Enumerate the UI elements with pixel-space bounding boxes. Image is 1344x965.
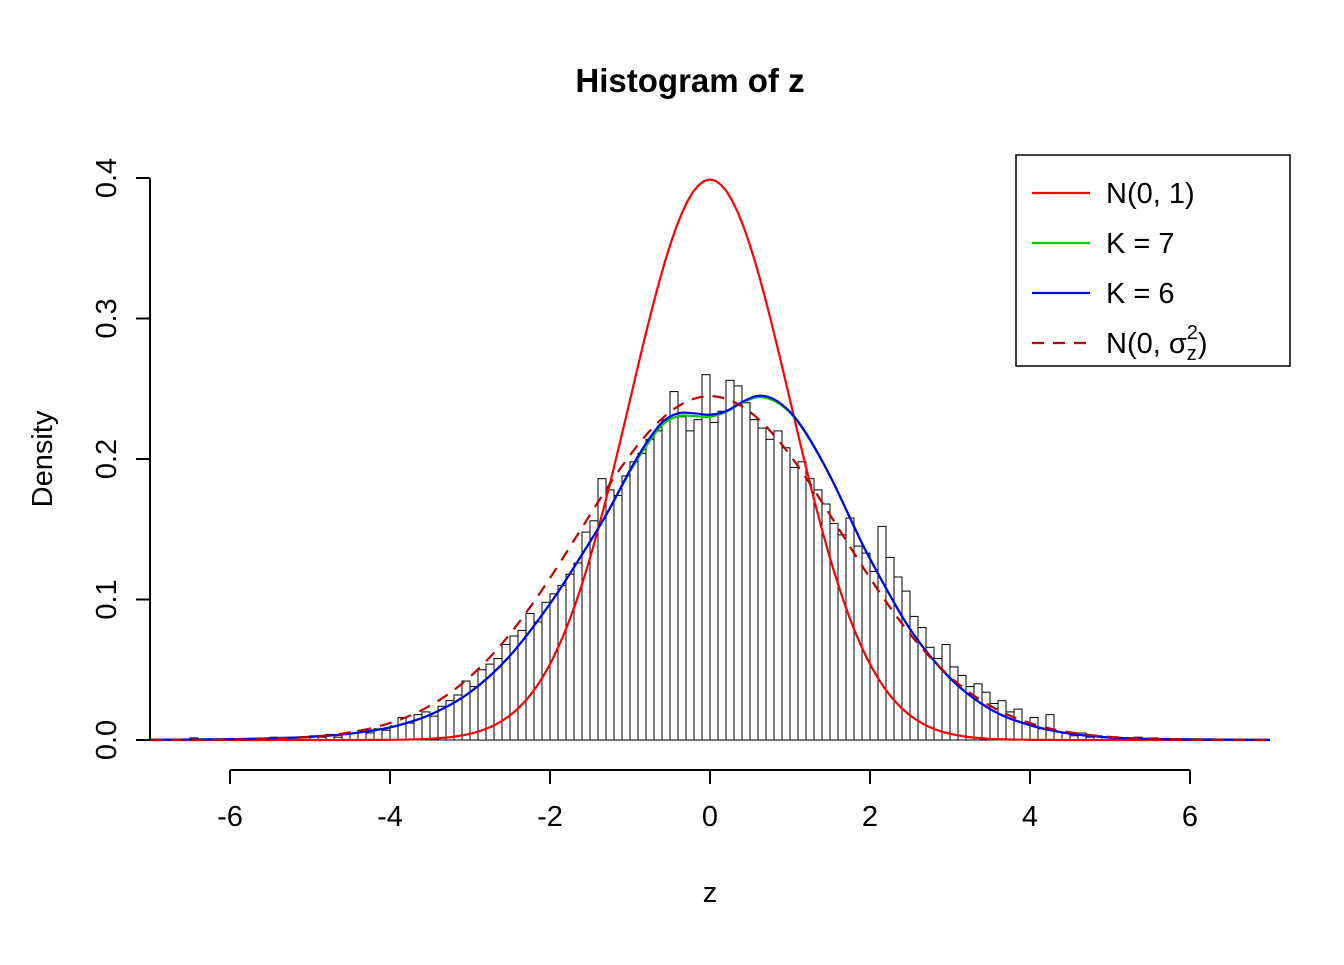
x-tick-label: 4 <box>1022 801 1038 833</box>
histogram-bar <box>381 729 391 741</box>
histogram-bar <box>621 475 631 741</box>
histogram-bar <box>701 374 711 741</box>
histogram-bar <box>717 410 727 741</box>
legend-box <box>1015 154 1291 367</box>
histogram-bar <box>773 430 783 741</box>
histogram-bar <box>685 430 695 741</box>
y-tick-label: 0.1 <box>91 579 123 619</box>
x-tick-label: -4 <box>377 801 403 833</box>
plot-canvas <box>149 178 1271 742</box>
y-tick-label: 0.3 <box>91 298 123 338</box>
histogram-bar <box>893 576 903 741</box>
histogram-bar <box>981 691 991 741</box>
histogram-bar <box>645 438 655 741</box>
histogram-bar <box>669 391 679 741</box>
histogram-bar <box>1037 728 1047 741</box>
histogram-bar <box>997 700 1007 741</box>
x-tick-label: 0 <box>702 801 718 833</box>
histogram-bar <box>733 385 743 741</box>
legend-label-k7: K = 7 <box>1106 228 1175 260</box>
histogram-bar <box>693 419 703 741</box>
histogram-bar <box>397 717 407 741</box>
histogram-bar <box>461 680 471 741</box>
histogram-bar <box>933 658 943 741</box>
histogram-bar <box>661 419 671 741</box>
histogram-bar <box>405 722 415 741</box>
histogram-bar <box>765 438 775 741</box>
histogram-bar <box>653 430 663 741</box>
histogram-bar <box>789 466 799 741</box>
histogram-bar <box>973 683 983 741</box>
y-tick-label: 0.4 <box>91 158 123 198</box>
histogram-bar <box>861 552 871 741</box>
histogram-bar <box>869 570 879 741</box>
histogram-bar <box>725 379 735 741</box>
legend-label-n01: N(0, 1) <box>1106 178 1195 210</box>
histogram-bar <box>677 416 687 741</box>
histogram-bar <box>605 489 615 741</box>
legend-label-n0sigma-post: ) <box>1198 328 1208 360</box>
histogram-bar <box>565 573 575 741</box>
histogram-bar <box>741 402 751 741</box>
legend-label-k6: K = 6 <box>1106 278 1175 310</box>
histogram-bar <box>749 419 759 741</box>
x-tick-label: -6 <box>217 801 243 833</box>
histogram-bar <box>1013 708 1023 741</box>
histogram-bar <box>901 590 911 741</box>
histogram-bar <box>797 461 807 741</box>
histogram-bar <box>557 585 567 741</box>
density-curve <box>150 178 1270 742</box>
histogram-bar <box>637 452 647 741</box>
density-curve <box>149 394 1271 741</box>
histogram-bar <box>821 503 831 741</box>
histogram-bar <box>781 447 791 741</box>
histogram-bar <box>805 478 815 741</box>
histogram-bar <box>613 495 623 741</box>
y-tick-label: 0.0 <box>91 720 123 760</box>
legend-label-n0sigma-sub: z <box>1187 343 1197 365</box>
histogram-bar <box>549 593 559 741</box>
histogram-bar <box>709 422 719 741</box>
histogram-bar <box>429 715 439 741</box>
legend-label-n0sigma-pre: N(0, σ <box>1106 328 1187 360</box>
legend: N(0, 1) K = 7 K = 6 N(0, σz2) <box>1015 154 1291 367</box>
histogram-bar <box>885 556 895 741</box>
histogram-bar <box>941 644 951 741</box>
histogram-bar <box>877 525 887 741</box>
histogram-bar <box>629 461 639 741</box>
histogram-bar <box>757 427 767 741</box>
x-tick-label: 6 <box>1182 801 1198 833</box>
y-axis-title: Density <box>27 410 59 507</box>
legend-label-n0sigma: N(0, σz2) <box>1106 322 1208 365</box>
x-axis-title: z <box>703 877 718 909</box>
histogram-bar <box>517 629 527 741</box>
plot-title: Histogram of z <box>575 62 804 99</box>
y-tick-label: 0.2 <box>91 439 123 479</box>
histogram-bar <box>829 523 839 741</box>
legend-label-n0sigma-sup: 2 <box>1187 322 1198 344</box>
x-tick-label: -2 <box>537 801 563 833</box>
histogram-bar <box>837 534 847 741</box>
x-tick-label: 2 <box>862 801 878 833</box>
histogram-bar <box>1029 717 1039 741</box>
